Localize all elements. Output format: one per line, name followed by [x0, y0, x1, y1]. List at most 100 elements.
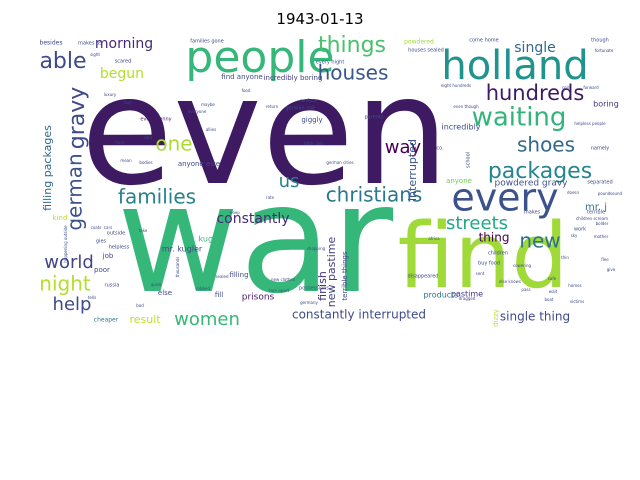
cloud-word: rate: [266, 195, 275, 200]
cloud-word: single: [514, 40, 555, 56]
chart-title: 1943-01-13: [276, 10, 364, 28]
cloud-word: finish: [316, 271, 329, 301]
cloud-word: bodies: [139, 160, 152, 165]
cloud-word: mother: [594, 234, 609, 239]
cloud-word: germany: [300, 300, 318, 305]
cloud-word: possessions: [299, 286, 329, 292]
cloud-word: sent: [476, 271, 485, 276]
cloud-word: kind: [53, 214, 68, 222]
cloud-word: poor: [94, 266, 110, 274]
cloud-word: mean: [120, 158, 132, 163]
cloud-word: thousands: [175, 257, 180, 278]
cloud-word: dragged: [459, 296, 476, 301]
cloud-word: scared: [115, 59, 132, 65]
cloud-word: morning: [95, 36, 153, 52]
cloud-word: able: [39, 49, 86, 74]
cloud-word: co.: [436, 146, 444, 152]
cloud-word: safe: [548, 276, 557, 281]
cloud-word: victims: [570, 299, 584, 304]
cloud-word: cheaper: [94, 317, 119, 324]
cloud-word: namely: [591, 146, 610, 152]
cloud-word: anyone: [446, 177, 472, 185]
cloud-word: german: [63, 153, 87, 230]
cloud-word: things: [318, 33, 386, 58]
cloud-word: africa: [428, 236, 440, 241]
cloud-word: terrible things: [341, 251, 349, 301]
cloud-word: new clothes: [271, 277, 295, 282]
cloud-word: doesn: [567, 190, 580, 195]
cloud-word: war: [117, 153, 394, 327]
cloud-word: german soil: [285, 106, 314, 112]
cloud-word: boring: [593, 100, 619, 109]
cloud-word: incredibly boring: [264, 74, 323, 82]
cloud-word: disappeared: [408, 274, 439, 280]
cloud-word: interrupted: [406, 139, 419, 201]
cloud-word: every night: [316, 60, 345, 66]
cloud-word: single thing: [500, 310, 570, 324]
cloud-word: sight: [90, 52, 100, 57]
cloud-word: homes: [568, 283, 581, 288]
cloud-word: take: [139, 228, 148, 233]
cloud-word: giggly: [301, 116, 322, 124]
cloud-word: even: [81, 45, 449, 219]
cloud-word: begun: [100, 66, 144, 82]
cloud-word: children: [488, 251, 508, 257]
cloud-word: pass: [521, 287, 530, 292]
cloud-word: tells: [88, 295, 96, 300]
cloud-word: helpless people: [574, 121, 606, 126]
cloud-word: mr. j: [585, 202, 607, 213]
cloud-word: thing: [479, 231, 510, 245]
cloud-word: buy food: [478, 261, 500, 267]
cloud-word: sound: [610, 191, 623, 196]
cloud-word: cowering: [513, 263, 532, 268]
cloud-word: else knows: [499, 279, 521, 284]
cloud-word: conflicts: [300, 98, 317, 103]
cloud-word: job: [102, 252, 114, 260]
cloud-word: new: [519, 229, 560, 253]
cloud-word: hundreds: [486, 81, 585, 105]
cloud-word: forward: [583, 85, 599, 90]
cloud-word: shopping: [307, 246, 326, 251]
cloud-word: pastime: [451, 290, 483, 299]
cloud-word: christians: [326, 183, 423, 207]
cloud-word: night: [39, 272, 91, 296]
cloud-word: though: [591, 38, 609, 44]
cloud-word: makes: [524, 210, 541, 216]
cloud-word: robbed: [196, 286, 211, 291]
cloud-word: holland: [441, 43, 588, 89]
cloud-word: way: [385, 137, 422, 158]
cloud-word: besides: [40, 40, 63, 47]
cloud-word: everyone: [188, 109, 207, 114]
cloud-word: powdered: [404, 39, 434, 46]
cloud-word: filling packages: [41, 125, 54, 211]
cloud-word: luxury: [104, 92, 117, 97]
cloud-word: people: [185, 32, 334, 83]
cloud-word: even though: [453, 104, 479, 109]
cloud-word: anyone else: [178, 160, 220, 168]
cloud-word: flee: [601, 257, 609, 262]
cloud-word: incredibly: [441, 123, 480, 132]
cloud-word: outside: [107, 231, 125, 237]
cloud-word: every: [451, 176, 558, 220]
cloud-word: packages: [488, 159, 592, 184]
cloud-word: sky: [571, 233, 578, 238]
cloud-word: allies: [206, 127, 216, 132]
cloud-word: result: [129, 313, 161, 326]
cloud-word: coats: [91, 225, 102, 230]
cloud-word: return: [266, 104, 279, 109]
cloud-word: us: [279, 171, 300, 192]
cloud-word: find: [398, 204, 569, 309]
cloud-word: keep: [230, 210, 240, 215]
cloud-word: boat: [544, 297, 553, 302]
cloud-word: gravy: [65, 87, 90, 150]
cloud-word: houses: [318, 61, 389, 85]
cloud-word: bolder: [596, 221, 609, 226]
cloud-word: constantly: [216, 211, 289, 227]
cloud-word: care: [144, 135, 153, 140]
cloud-word: separated: [587, 180, 612, 186]
cloud-word: german cities: [326, 160, 353, 165]
cloud-word: parents: [365, 115, 384, 121]
cloud-word: thin: [561, 255, 569, 260]
cloud-word: cold: [562, 85, 571, 90]
